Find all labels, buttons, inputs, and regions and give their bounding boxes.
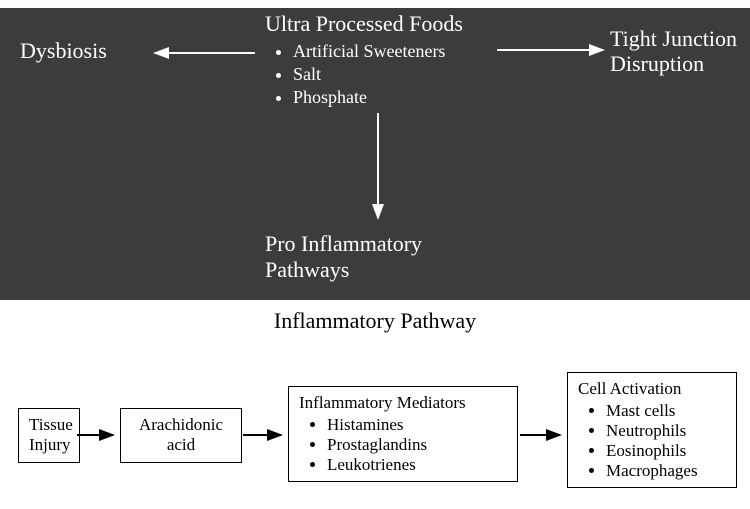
box-item: Macrophages <box>606 461 726 481</box>
box-line: Injury <box>29 435 69 455</box>
box-item: Histamines <box>327 415 507 435</box>
box-mediators: Inflammatory Mediators Histamines Prosta… <box>288 386 518 482</box>
box-title: Cell Activation <box>578 379 726 399</box>
dark-panel: Ultra Processed Foods Artificial Sweeten… <box>0 8 750 300</box>
box-cell-activation: Cell Activation Mast cells Neutrophils E… <box>567 372 737 488</box>
box-item: Neutrophils <box>606 421 726 441</box>
left-label: Dysbiosis <box>20 38 107 64</box>
box-line: Tissue <box>29 415 69 435</box>
upf-item: Salt <box>293 64 463 85</box>
box-item: Eosinophils <box>606 441 726 461</box>
upf-block: Ultra Processed Foods Artificial Sweeten… <box>265 11 463 110</box>
upf-bullets: Artificial Sweeteners Salt Phosphate <box>265 41 463 108</box>
box-line: acid <box>131 435 231 455</box>
box-tissue-injury: Tissue Injury <box>18 408 80 463</box>
right-label: Tight Junction Disruption <box>610 26 737 77</box>
box-bullets: Histamines Prostaglandins Leukotrienes <box>299 415 507 475</box>
box-item: Mast cells <box>606 401 726 421</box>
box-line: Arachidonic <box>131 415 231 435</box>
section-title: Inflammatory Pathway <box>0 308 750 334</box>
right-label-line2: Disruption <box>610 51 737 76</box>
down-label-line1: Pro Inflammatory <box>265 231 422 257</box>
down-label-line2: Pathways <box>265 257 422 283</box>
box-item: Prostaglandins <box>327 435 507 455</box>
upf-title: Ultra Processed Foods <box>265 11 463 37</box>
box-item: Leukotrienes <box>327 455 507 475</box>
box-title: Inflammatory Mediators <box>299 393 507 413</box>
upf-item: Phosphate <box>293 87 463 108</box>
box-bullets: Mast cells Neutrophils Eosinophils Macro… <box>578 401 726 481</box>
box-arachidonic: Arachidonic acid <box>120 408 242 463</box>
down-label: Pro Inflammatory Pathways <box>265 231 422 284</box>
upf-item: Artificial Sweeteners <box>293 41 463 62</box>
right-label-line1: Tight Junction <box>610 26 737 51</box>
white-panel: Inflammatory Pathway Tissue Injury Arach… <box>0 300 750 509</box>
